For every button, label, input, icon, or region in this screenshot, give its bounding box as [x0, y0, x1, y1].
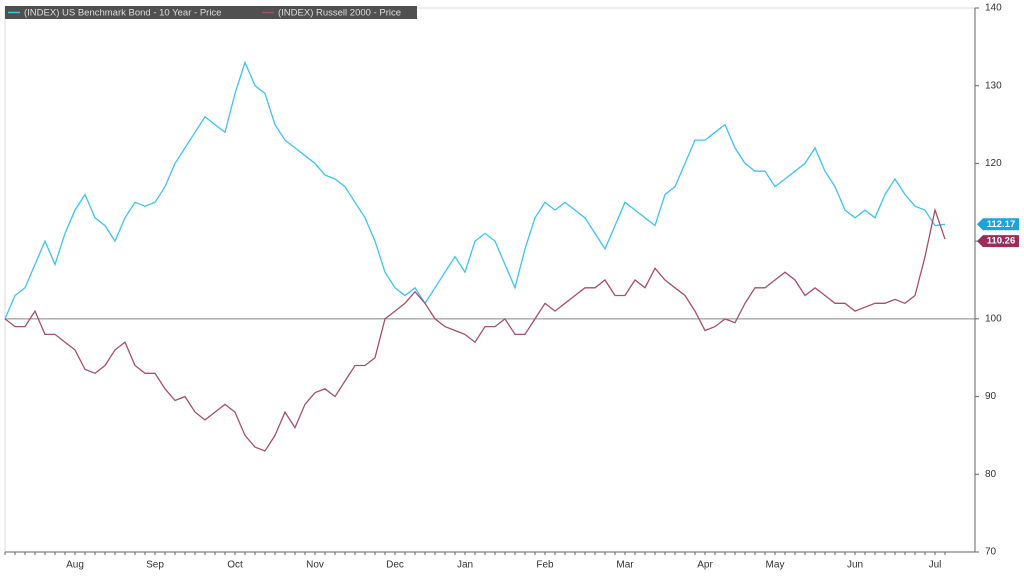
y-tick-label: 100: [985, 313, 1002, 324]
x-tick-label: Aug: [66, 560, 84, 571]
legend-label: (INDEX) Russell 2000 - Price: [278, 8, 401, 19]
legend-label: (INDEX) US Benchmark Bond - 10 Year - Pr…: [24, 8, 221, 19]
end-label-box: [977, 218, 1019, 231]
x-tick-label: Sep: [146, 560, 164, 571]
x-tick-label: Mar: [616, 560, 634, 571]
x-tick-label: May: [766, 560, 785, 571]
y-tick-label: 90: [985, 391, 997, 402]
y-tick-label: 130: [985, 80, 1002, 91]
y-tick-label: 120: [985, 158, 1002, 169]
x-tick-label: Dec: [386, 560, 404, 571]
series-line: [4, 60, 946, 320]
x-tick-label: Jan: [457, 560, 473, 571]
y-tick-label: 70: [985, 547, 997, 558]
series-line: [4, 207, 946, 452]
legend: [5, 6, 417, 19]
x-tick-label: Jun: [847, 560, 863, 571]
end-label-box: [977, 235, 1019, 248]
x-tick-label: Feb: [536, 560, 554, 571]
end-label: 112.17: [987, 219, 1016, 230]
x-tick-label: Jul: [929, 560, 942, 571]
x-tick-label: Nov: [306, 560, 324, 571]
x-tick-label: Apr: [697, 560, 713, 571]
end-label: 110.26: [987, 236, 1016, 247]
x-tick-label: Oct: [227, 560, 243, 571]
y-tick-label: 80: [985, 469, 997, 480]
y-tick-label: 140: [985, 3, 1002, 14]
